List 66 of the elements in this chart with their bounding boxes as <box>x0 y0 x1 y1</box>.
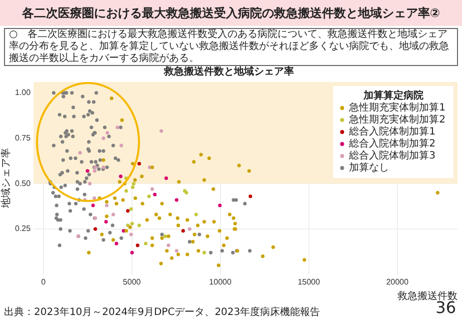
point <box>181 228 185 233</box>
point <box>130 250 134 254</box>
point <box>150 187 154 191</box>
point <box>92 169 97 173</box>
point <box>92 196 96 200</box>
x-tick-label: 15000 <box>298 277 320 286</box>
x-tick-label: 0 <box>41 277 46 286</box>
point <box>152 192 157 196</box>
point <box>88 182 92 186</box>
x-axis-title: 救急搬送件数 <box>396 290 458 302</box>
point <box>129 207 133 211</box>
point <box>202 250 206 254</box>
point <box>163 234 168 238</box>
point <box>159 129 164 133</box>
legend-label: 総合入院体制加算2 <box>348 138 436 150</box>
point <box>86 169 90 173</box>
text: 救急搬送件数と地域シェア率 <box>163 66 294 78</box>
point <box>106 130 110 135</box>
legend-title: 加算算定病院 <box>362 90 424 102</box>
point <box>174 198 178 202</box>
y-tick-label: 0.75 <box>14 133 32 142</box>
x-tick-label: 10000 <box>209 277 232 286</box>
point <box>93 227 98 231</box>
point <box>164 176 168 180</box>
chart-subtitle: ○ 各二次医療圏における最大救急搬送件数受入のある病院について、救急搬送件数と地域シェア率の分布を見ると、加算を算定していない救急搬送件数がそれほど多くない病院でも、地域の救急搬送の半数以上をカバーする病院がある。 <box>4 28 458 66</box>
legend-label: 加算なし <box>349 162 390 174</box>
y-tick-label: 1.00 <box>14 88 32 98</box>
point <box>124 189 128 193</box>
source-note: 出典：2023年10月～2024年9月DPCデータ、2023年度病床機能報告 <box>4 306 320 319</box>
point <box>91 204 95 208</box>
point <box>144 242 148 246</box>
point <box>111 212 116 216</box>
point <box>126 209 130 213</box>
legend-label: 急性期充実体制加算1 <box>348 102 446 114</box>
point <box>137 162 142 166</box>
point <box>104 204 109 208</box>
x-tick-label: 5000 <box>122 277 142 286</box>
legend-label: 総合入院体制加算3 <box>348 150 436 162</box>
point <box>147 194 151 198</box>
point <box>130 222 134 226</box>
point <box>104 220 108 224</box>
chart-title: 各二次医療圏における最大救急搬送受入病院の救急搬送件数と地域シェア率② <box>0 0 462 26</box>
point <box>174 248 178 253</box>
point <box>194 212 198 216</box>
point <box>188 227 192 231</box>
point <box>166 244 170 248</box>
point <box>137 224 142 228</box>
point <box>102 136 106 140</box>
point <box>132 182 136 186</box>
point <box>130 185 135 190</box>
legend-label: 総合入院体制加算1 <box>348 126 436 138</box>
y-axis-title: 地域シェア率 <box>0 148 12 210</box>
y-tick-label: 0.50 <box>14 178 32 188</box>
point <box>118 174 123 178</box>
x-tick-label: 20000 <box>386 277 409 286</box>
point <box>78 150 82 155</box>
point <box>126 224 130 228</box>
point <box>114 242 118 246</box>
point <box>218 204 222 208</box>
point <box>120 144 124 148</box>
point <box>136 244 140 248</box>
legend-label: 急性期充実体制加算2 <box>348 114 446 126</box>
y-tick-label: 0.25 <box>14 224 32 234</box>
point <box>129 232 133 236</box>
point <box>248 194 252 198</box>
point <box>116 126 120 130</box>
